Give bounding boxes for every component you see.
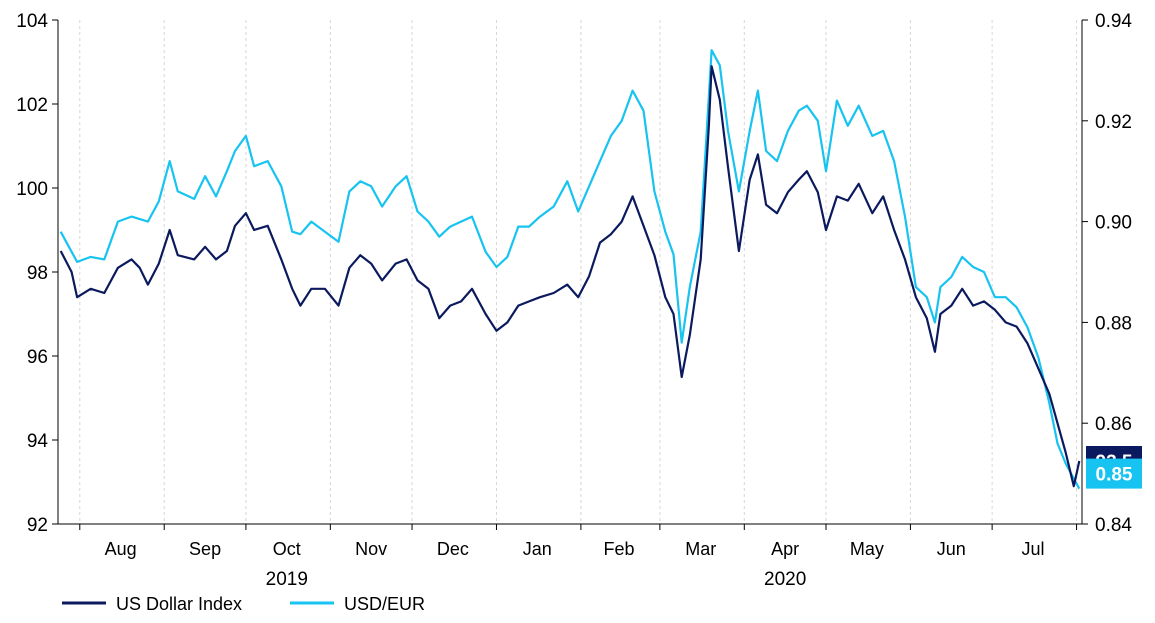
left-y-tick-label: 92 bbox=[27, 515, 48, 536]
series-lines bbox=[59, 49, 1081, 490]
left-y-tick-label: 98 bbox=[27, 263, 48, 284]
right-y-tick-label: 0.94 bbox=[1095, 11, 1132, 32]
left-y-tick-label: 104 bbox=[16, 11, 48, 32]
x-month-label: Dec bbox=[437, 539, 469, 559]
legend: US Dollar Index USD/EUR bbox=[62, 594, 425, 614]
x-month-label: Sep bbox=[189, 539, 221, 559]
x-month-label: Nov bbox=[355, 539, 387, 559]
end-value-label: 0.85 bbox=[1096, 465, 1133, 486]
right-y-tick-label: 0.90 bbox=[1095, 213, 1132, 234]
right-y-tick-label: 0.84 bbox=[1095, 515, 1132, 536]
left-y-tick-label: 100 bbox=[16, 179, 48, 200]
x-month-label: Apr bbox=[771, 539, 799, 559]
left-y-tick-label: 94 bbox=[27, 431, 49, 452]
legend-label: US Dollar Index bbox=[116, 594, 242, 614]
right-y-tick-label: 0.86 bbox=[1095, 414, 1132, 435]
x-month-label: Feb bbox=[604, 539, 635, 559]
series-line-usd-eur bbox=[59, 49, 1081, 490]
x-month-label: May bbox=[850, 539, 884, 559]
legend-label: USD/EUR bbox=[344, 594, 425, 614]
x-month-label: Oct bbox=[273, 539, 301, 559]
left-y-tick-label: 96 bbox=[27, 347, 48, 368]
x-month-label: Aug bbox=[105, 539, 137, 559]
x-month-label: Jul bbox=[1021, 539, 1044, 559]
end-value-badges: 93.50.85 bbox=[1086, 446, 1142, 489]
x-year-label: 2019 bbox=[266, 569, 308, 590]
x-month-label: Mar bbox=[685, 539, 716, 559]
series-line-us-dollar-index bbox=[59, 65, 1081, 488]
axes: 104 102 100 98 96 94 92 0.94 0.92 0.90 0.88 0.86 0.8… bbox=[16, 11, 1132, 590]
gridlines bbox=[79, 20, 1078, 524]
right-y-tick-label: 0.92 bbox=[1095, 112, 1132, 133]
x-year-label: 2020 bbox=[764, 569, 806, 590]
right-y-tick-label: 0.88 bbox=[1095, 313, 1132, 334]
x-month-label: Jun bbox=[937, 539, 966, 559]
left-y-tick-label: 102 bbox=[16, 95, 48, 116]
end-value-badge bbox=[1086, 458, 1142, 489]
x-month-label: Jan bbox=[523, 539, 552, 559]
